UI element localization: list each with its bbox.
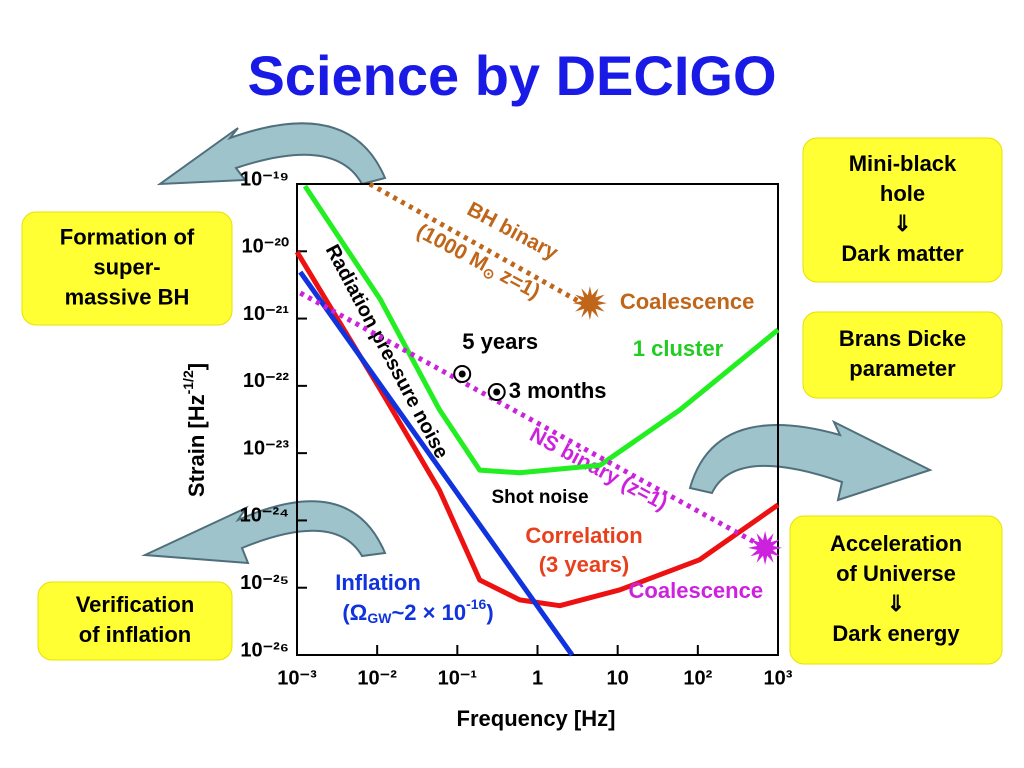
note-text: Verification	[76, 592, 195, 617]
y-axis-title-end: ]	[184, 363, 209, 370]
note-box	[789, 515, 1003, 665]
y-tick-label: 10⁻²⁵	[240, 572, 289, 594]
x-tick-label: 10⁻³	[277, 667, 317, 689]
note-text: Mini-black	[849, 151, 957, 176]
slide-title: Science by DECIGO	[247, 44, 776, 107]
note-box	[802, 137, 1003, 283]
series-line	[302, 184, 780, 476]
note-text: super-	[93, 254, 160, 279]
annotation: Shot noise	[491, 487, 588, 508]
note-text: Brans Dicke	[839, 326, 966, 351]
series-line	[299, 290, 767, 551]
x-tick-label: 10⁻¹	[438, 667, 478, 689]
note-text: Dark matter	[841, 241, 964, 266]
x-axis-title: Frequency [Hz]	[457, 706, 616, 731]
series-line	[294, 250, 780, 609]
annotation: (3 years)	[539, 552, 630, 577]
series-label: Correlation	[525, 523, 642, 548]
point-label: 5 years	[462, 329, 538, 354]
star	[572, 286, 607, 321]
note-text: Formation of	[60, 224, 195, 249]
x-tick-label: 10³	[764, 667, 793, 689]
y-tick-label: 10⁻²¹	[243, 303, 289, 325]
note-text: ⇓	[893, 211, 911, 236]
y-tick-label: 10⁻²⁴	[240, 505, 289, 527]
y-tick-label: 10⁻²²	[243, 370, 289, 392]
point-label: Coalescence	[620, 289, 755, 314]
note-text: ⇓	[887, 591, 905, 616]
x-tick-label: 10	[607, 667, 629, 689]
annotation: Radiation pressure noise	[321, 241, 453, 462]
note-box	[37, 581, 233, 661]
note-box	[802, 311, 1003, 399]
series-label: 1 cluster	[633, 336, 724, 361]
y-tick-label: 10⁻²⁶	[240, 639, 289, 661]
x-tick-label: 10⁻²	[357, 667, 397, 689]
note-text: massive BH	[65, 284, 190, 309]
arrow	[688, 419, 933, 502]
annotation-part: ~2 × 10	[391, 600, 466, 625]
y-axis-title-exponent: -1/2	[180, 370, 196, 394]
note-text: of inflation	[79, 622, 191, 647]
note-text: Dark energy	[832, 621, 960, 646]
arrow	[156, 122, 387, 186]
annotation-part: z=1)	[491, 261, 544, 304]
point-marker	[453, 365, 472, 384]
y-axis-title-main: Strain [Hz	[184, 394, 209, 497]
annotation-part: )	[486, 600, 493, 625]
note-text: of Universe	[836, 561, 956, 586]
note-text: Acceleration	[830, 531, 962, 556]
note-box	[21, 211, 233, 326]
ring-dot	[493, 388, 501, 396]
y-tick-label: 10⁻²³	[243, 437, 289, 459]
arrow	[141, 500, 387, 565]
annotation-part: (Ω	[342, 600, 367, 625]
note-text: parameter	[849, 356, 956, 381]
y-tick-label: 10⁻²⁰	[242, 236, 289, 258]
y-axis-title: Strain [Hz-1/2]	[180, 363, 209, 497]
point-marker	[572, 286, 607, 321]
point-label: 3 months	[509, 378, 607, 403]
point-marker	[487, 383, 506, 402]
x-tick-label: 1	[532, 667, 543, 689]
point-marker	[748, 530, 783, 565]
x-tick-label: 10²	[683, 667, 712, 689]
annotation-part: GW	[367, 610, 392, 626]
note-text: hole	[880, 181, 925, 206]
y-tick-label: 10⁻¹⁹	[240, 168, 289, 190]
ring-dot	[458, 370, 466, 378]
series-line	[298, 270, 575, 657]
annotation-part: -16	[466, 596, 486, 612]
point-label: Coalescence	[629, 578, 764, 603]
annotation: (ΩGW~2 × 10-16)	[342, 596, 493, 626]
star	[748, 530, 783, 565]
series-label: Inflation	[335, 570, 421, 595]
